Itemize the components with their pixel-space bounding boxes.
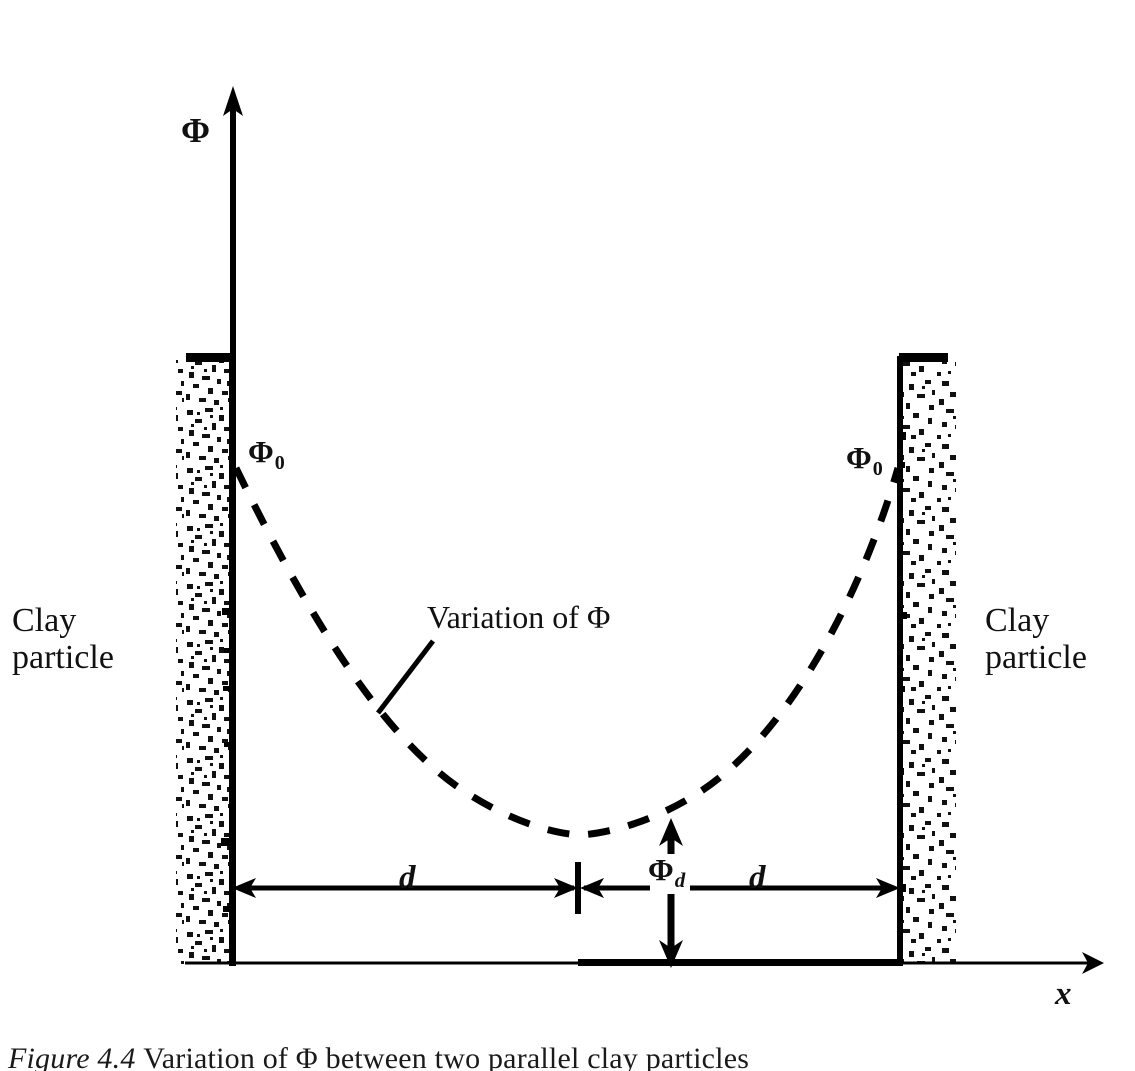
x-axis-arrowhead: [1082, 952, 1104, 974]
midplane-potential-label: Φd: [648, 852, 685, 892]
midplane-potential-dimension: [650, 818, 690, 968]
clay-particle-left-fill: [176, 360, 232, 964]
clay-particle-left-face-ticks: [221, 608, 230, 912]
dimension-arrowhead-right: [876, 878, 900, 898]
curve-label-leader-line: [376, 639, 435, 715]
x-axis-thick-segment: [578, 959, 902, 966]
clay-particle-left: [176, 353, 235, 966]
potential-curve: [232, 466, 902, 839]
surface-potential-label-right: Φ0: [846, 440, 883, 480]
spacing-label-right: d: [749, 860, 766, 896]
dimension-arrowhead-left: [232, 878, 256, 898]
x-axis-label: x: [1055, 976, 1072, 1012]
clay-particle-label-left-line1: Clay: [12, 602, 77, 639]
clay-particle-label-left-line2: particle: [12, 638, 114, 676]
clay-particle-right-cap: [899, 353, 948, 362]
figure-caption-number: Figure 4.4: [8, 1042, 136, 1071]
phi-axis-label: Φ: [181, 111, 211, 150]
figure-caption-text: Variation of Φ between two parallel clay…: [143, 1042, 750, 1071]
phid-arrowhead-up: [659, 818, 683, 846]
clay-particle-label-right-line2: particle: [985, 638, 1087, 676]
surface-potential-label-left: Φ0: [248, 434, 285, 474]
x-axis: [185, 952, 1104, 974]
phid-symbol: Φ: [648, 852, 674, 887]
clay-particle-right: [897, 353, 956, 966]
phi0-left-symbol: Φ: [248, 434, 274, 469]
clay-particle-right-face: [897, 356, 903, 966]
phi0-right-subscript: 0: [872, 458, 883, 480]
phi0-right-symbol: Φ: [846, 440, 872, 475]
phi0-left-subscript: 0: [274, 452, 285, 474]
midplane-tick: [575, 862, 581, 914]
spacing-dimension-line: [232, 862, 900, 914]
dimension-arrowhead-mid-right: [580, 878, 604, 898]
clay-particle-left-cap: [186, 353, 233, 362]
phi-axis-arrowhead: [223, 86, 243, 116]
clay-particle-label-right-line1: Clay: [985, 602, 1050, 639]
phid-subscript: d: [674, 868, 686, 892]
clay-particle-label-right: Clay particle: [985, 602, 1087, 676]
phi-axis: [223, 86, 243, 966]
dimension-arrowhead-mid-left: [554, 878, 578, 898]
phid-label-knockout: [650, 854, 690, 894]
clay-particle-label-left: Clay particle: [12, 602, 114, 676]
phid-arrowhead-down: [659, 940, 683, 968]
clay-particle-right-face-ticks: [897, 432, 907, 892]
spacing-label-left: d: [399, 860, 416, 896]
curve-label: Variation of Φ: [427, 599, 611, 635]
figure-caption: Figure 4.4 Variation of Φ between two pa…: [8, 1042, 750, 1071]
clay-particle-right-fill: [902, 360, 956, 964]
